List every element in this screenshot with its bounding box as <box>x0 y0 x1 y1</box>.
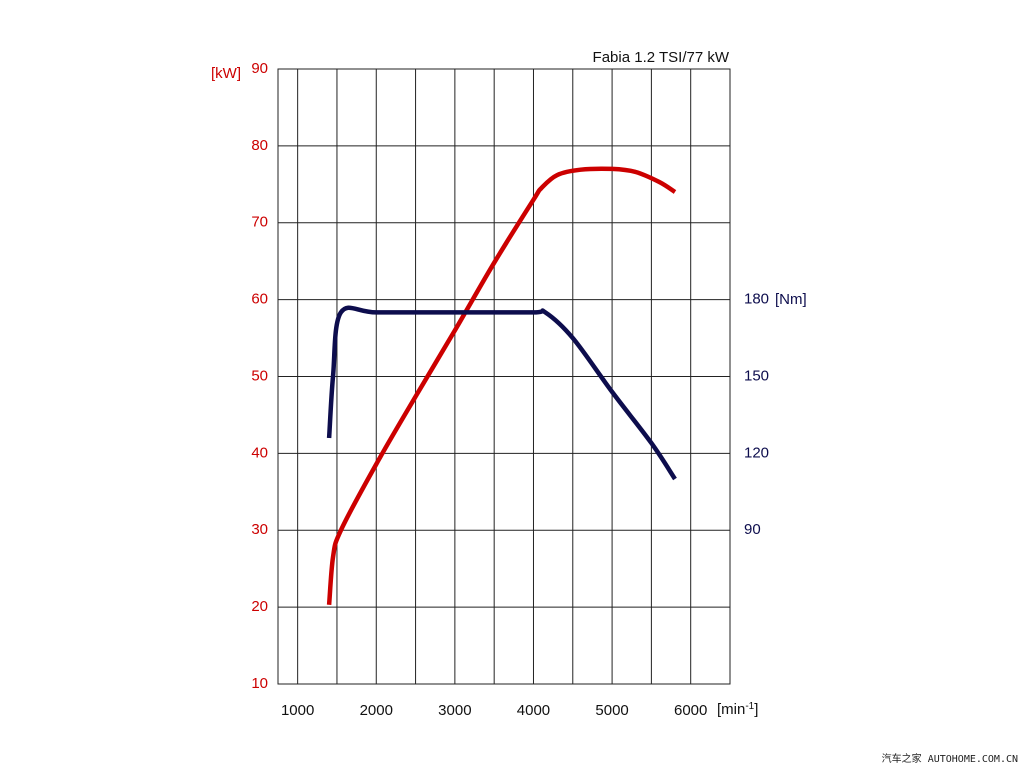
y-right-tick-label: 120 <box>744 444 769 461</box>
x-tick-label: 3000 <box>438 702 471 719</box>
series-layer <box>326 166 677 605</box>
watermark: 汽车之家 AUTOHOME.COM.CN <box>882 752 1018 765</box>
y-left-tick-label: 90 <box>251 60 268 77</box>
labels: 10 20 30 40 50 60 70 80 90 90 120 150 180 1000 2000 300… <box>251 60 769 719</box>
y-left-tick-label: 80 <box>251 137 268 154</box>
x-tick-label: 4000 <box>517 702 550 719</box>
y-right-axis-label: [Nm] <box>775 291 807 308</box>
chart-title: Fabia 1.2 TSI/77 kW <box>593 49 730 66</box>
x-axis-label-base: [min <box>717 701 745 718</box>
y-left-tick-label: 20 <box>251 598 268 615</box>
y-right-tick-label: 180 <box>744 291 769 308</box>
y-left-tick-label: 60 <box>251 291 268 308</box>
y-left-tick-label: 40 <box>251 444 268 461</box>
y-right-tick-label: 150 <box>744 367 769 384</box>
x-axis-label-close: ] <box>754 701 758 718</box>
y-right-tick-label: 90 <box>744 521 761 538</box>
y-left-tick-label: 70 <box>251 214 268 231</box>
y-left-axis-label: [kW] <box>211 65 241 82</box>
y-left-tick-label: 10 <box>251 675 268 692</box>
y-left-tick-label: 30 <box>251 521 268 538</box>
x-tick-label: 1000 <box>281 702 314 719</box>
power-curve <box>326 166 677 605</box>
grid <box>277 68 731 685</box>
x-axis-label-exponent: -1 <box>745 701 754 712</box>
x-tick-label: 2000 <box>360 702 393 719</box>
x-tick-label: 6000 <box>674 702 707 719</box>
x-axis-label: [min-1] <box>717 701 758 718</box>
x-tick-label: 5000 <box>595 702 628 719</box>
torque-curve <box>326 305 677 481</box>
y-left-tick-label: 50 <box>251 367 268 384</box>
